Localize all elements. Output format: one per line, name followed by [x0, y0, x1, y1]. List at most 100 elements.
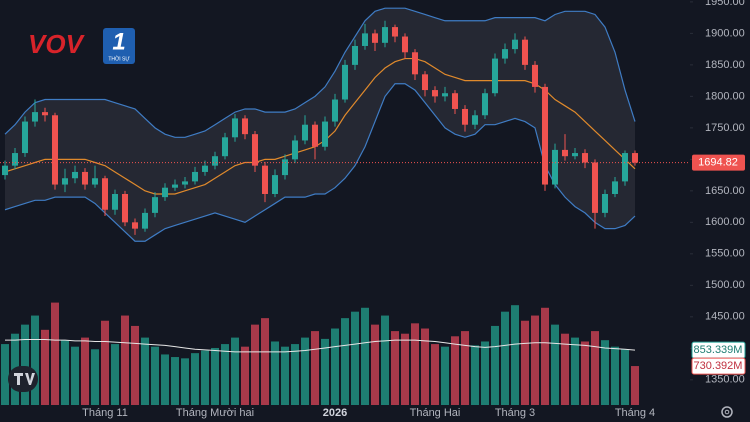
volume-bar: [21, 324, 29, 405]
candle-body: [202, 165, 208, 172]
y-tick-label: 1500.00: [705, 279, 745, 291]
candle-body: [242, 118, 248, 135]
volume-tag-label: 730.392M: [694, 360, 743, 372]
candle-body: [282, 159, 288, 176]
volume-bar: [541, 307, 549, 405]
candle-body: [2, 165, 8, 176]
candle-body: [132, 222, 138, 229]
logo-brand: VOV: [28, 29, 86, 59]
y-tick-label: 1550.00: [705, 248, 745, 260]
volume-bar: [531, 315, 539, 405]
volume-bar: [141, 337, 149, 405]
volume-bar: [371, 324, 379, 405]
y-tick-label: 1850.00: [705, 59, 745, 71]
volume-ma-tag-label: 853.339M: [694, 344, 743, 356]
band-upper: [4, 7, 636, 138]
candle-body: [492, 58, 498, 94]
volume-bar: [301, 337, 309, 405]
candle-body: [512, 39, 518, 50]
logo-channel: 1: [112, 28, 125, 55]
candle-body: [412, 52, 418, 75]
volume-bar: [441, 346, 449, 405]
candle-body: [212, 156, 218, 166]
volume-bar: [81, 337, 89, 405]
candle-body: [222, 137, 228, 157]
candle-body: [612, 181, 618, 194]
volume-bar: [201, 350, 209, 405]
candle-body: [182, 181, 188, 185]
y-tick-label: 1750.00: [705, 122, 745, 134]
volume-bar: [411, 323, 419, 405]
candle-body: [602, 193, 608, 213]
candle-body: [432, 90, 438, 97]
band-fill: [5, 8, 635, 242]
logo: VOV 1 THỜI SỰ: [28, 28, 135, 64]
volume-bar: [241, 346, 249, 405]
volume-bar: [461, 331, 469, 405]
volume-bar: [631, 366, 639, 405]
candle-body: [452, 93, 458, 109]
volume-bar: [431, 344, 439, 405]
candle-body: [382, 27, 388, 43]
candle-body: [502, 49, 508, 59]
candle-body: [22, 121, 28, 154]
y-tick-label: 1650.00: [705, 185, 745, 197]
candle-body: [572, 153, 578, 157]
volume-bar: [401, 333, 409, 405]
candle-body: [152, 197, 158, 213]
logo-subtitle: THỜI SỰ: [108, 55, 130, 62]
volume-bar: [121, 315, 129, 405]
volume-bar: [171, 357, 179, 405]
volume-bar: [51, 302, 59, 405]
volume-bar: [91, 349, 99, 405]
candle-body: [42, 112, 48, 116]
volume-ma: [5, 339, 636, 353]
candle-body: [192, 171, 198, 182]
x-tick-label: Tháng 4: [615, 407, 655, 419]
y-tick-label: 1950.00: [705, 0, 745, 8]
candle-body: [562, 149, 568, 157]
candle-body: [392, 27, 398, 37]
y-tick-label: 1800.00: [705, 90, 745, 102]
candle-body: [252, 134, 258, 166]
candle-body: [472, 115, 478, 125]
band-lower: [4, 83, 636, 242]
settings-icon[interactable]: [721, 406, 733, 418]
candle-body: [482, 93, 488, 116]
volume-bar: [41, 329, 49, 405]
x-tick-label: Tháng 11: [82, 407, 128, 419]
candle-body: [582, 153, 588, 163]
candle-body: [272, 175, 278, 194]
y-tick-label: 1450.00: [705, 311, 745, 323]
volume-bar: [571, 337, 579, 405]
volume-bar: [271, 341, 279, 405]
logo-box: [103, 28, 135, 64]
volume-bar: [281, 346, 289, 405]
candle-body: [402, 36, 408, 53]
volume-bar: [111, 344, 119, 405]
volume-bar: [561, 333, 569, 405]
volume-bar: [311, 331, 319, 405]
volume-bar: [181, 358, 189, 405]
y-tick-label: 1600.00: [705, 216, 745, 228]
candle-body: [372, 33, 378, 43]
volume-bar: [621, 349, 629, 405]
volume-bar: [101, 320, 109, 405]
volume-bar: [481, 341, 489, 405]
price-tag: [692, 154, 745, 171]
volume-bar: [511, 305, 519, 405]
candle-body: [552, 149, 558, 185]
volume-bar: [501, 311, 509, 405]
x-tick-label: Tháng Mười hai: [176, 407, 254, 419]
volume-bar: [551, 324, 559, 405]
volume-bar: [251, 324, 259, 405]
volume-bar: [361, 307, 369, 405]
candle-body: [332, 99, 338, 122]
candle-body: [142, 212, 148, 229]
volume-bar: [71, 346, 79, 405]
candle-body: [292, 140, 298, 160]
candle-body: [352, 45, 358, 65]
volume-bar: [421, 328, 429, 405]
candle-body: [172, 184, 178, 188]
